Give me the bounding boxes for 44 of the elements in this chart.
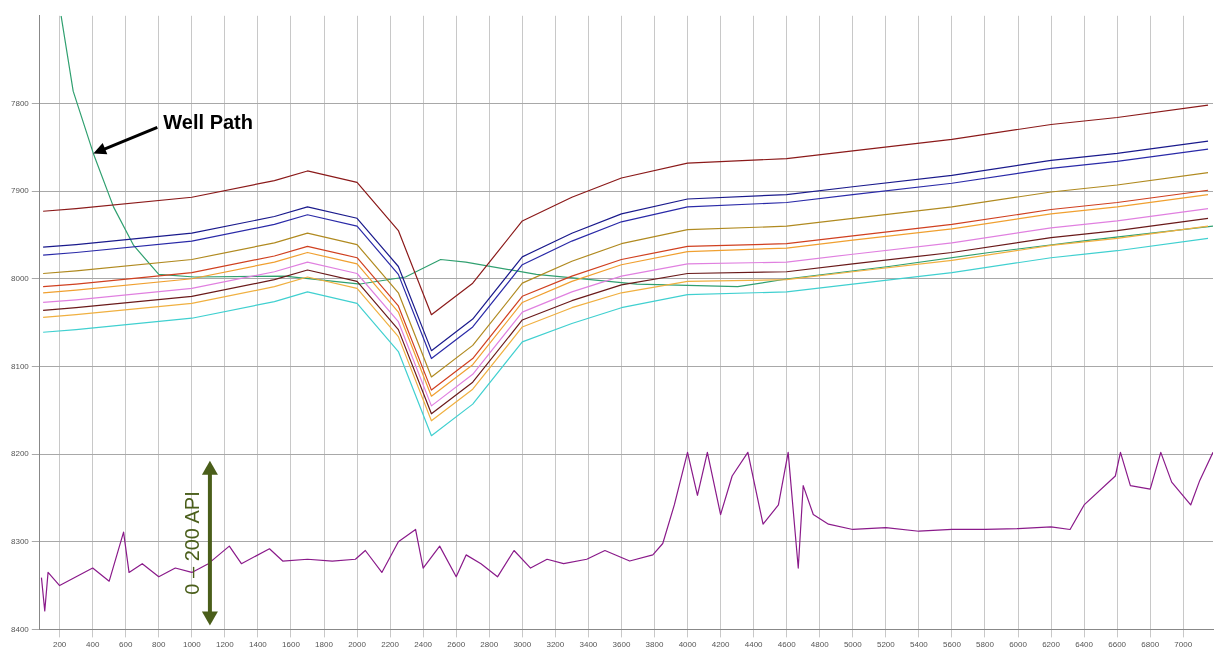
x-tick-label: 5200 (876, 640, 896, 650)
x-tick-label: 5600 (943, 640, 962, 650)
x-tick-label: 3400 (579, 640, 598, 650)
x-tick-label: 5800 (976, 640, 995, 650)
x-tick-label: 4000 (678, 640, 697, 650)
x-tick-label: 1000 (182, 640, 202, 650)
x-tick-label: 2000 (348, 640, 367, 650)
y-tick-label: 8400 (11, 624, 30, 634)
x-tick-label: 400 (85, 640, 100, 650)
x-tick-label: 6400 (1075, 640, 1094, 650)
x-tick-label: 1200 (215, 640, 235, 650)
y-tick-label: 8200 (11, 449, 30, 459)
x-tick-label: 800 (152, 640, 166, 650)
x-tick-label: 2800 (480, 640, 499, 650)
y-tick-label: 8100 (11, 361, 30, 371)
x-tick-label: 2600 (447, 640, 466, 650)
x-tick-label: 5400 (909, 640, 929, 650)
x-tick-label: 6200 (1042, 640, 1061, 650)
x-tick-label: 1600 (282, 640, 301, 650)
x-tick-label: 2200 (381, 640, 400, 650)
x-tick-label: 200 (52, 640, 67, 650)
annotation: Well Path (163, 110, 253, 133)
x-tick-label: 5000 (843, 640, 863, 650)
y-tick-label: 8300 (11, 536, 30, 546)
x-tick-label: 6800 (1141, 640, 1160, 650)
x-tick-label: 1400 (249, 640, 268, 650)
x-tick-label: 6000 (1009, 640, 1028, 650)
x-tick-label: 3600 (612, 640, 631, 650)
y-tick-label: 7900 (11, 186, 30, 196)
x-tick-label: 2400 (414, 640, 433, 650)
x-tick-label: 600 (119, 640, 133, 650)
y-tick-label: 8000 (11, 273, 30, 283)
x-tick-label: 4600 (777, 640, 797, 650)
x-tick-label: 4400 (744, 640, 764, 650)
x-tick-label: 3200 (546, 640, 565, 650)
x-tick-label: 4200 (711, 640, 731, 650)
x-tick-label: 3000 (513, 640, 532, 650)
x-tick-label: 3800 (645, 640, 664, 650)
x-tick-label: 1800 (315, 640, 334, 650)
x-tick-label: 7000 (1174, 640, 1193, 650)
x-tick-label: 6600 (1108, 640, 1127, 650)
x-tick-label: 4800 (810, 640, 830, 650)
y-tick-label: 7800 (11, 98, 30, 108)
annotation: 0 – 200 API (181, 491, 204, 595)
